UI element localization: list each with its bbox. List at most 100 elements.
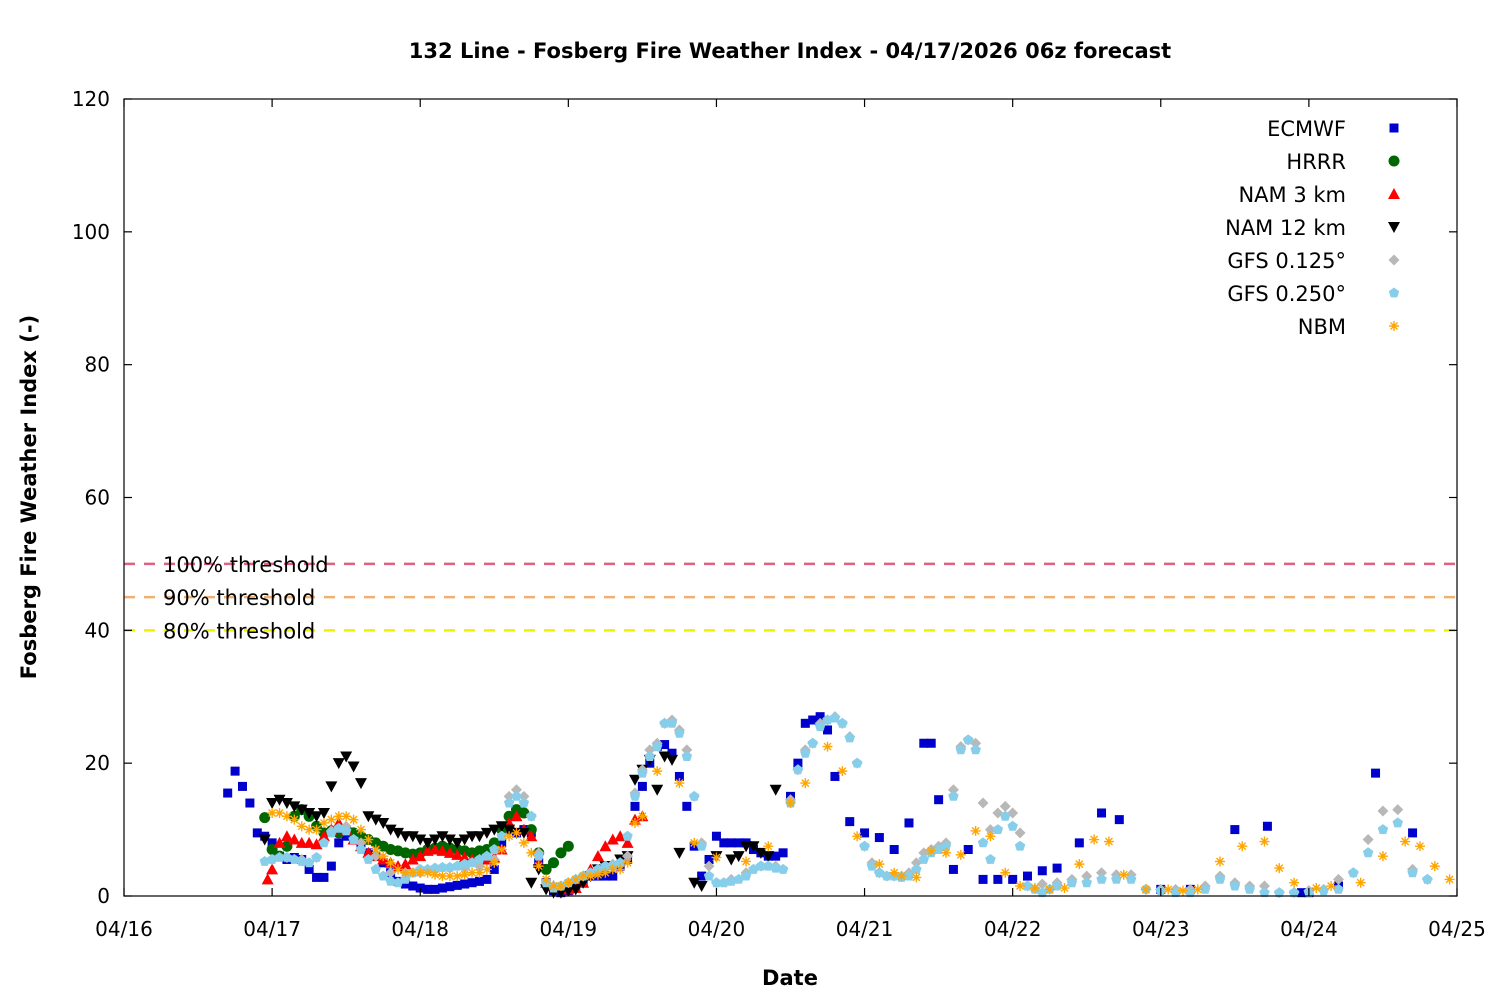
point-nam-12-km — [762, 851, 775, 863]
point-nbm — [393, 864, 404, 875]
series-gfs-0-250deg — [259, 712, 1433, 898]
point-ecmwf — [823, 725, 833, 735]
point-hrrr — [555, 847, 567, 859]
point-ecmwf — [312, 872, 322, 882]
point-gfs-0-250deg — [1288, 887, 1300, 898]
chart-title: 132 Line - Fosberg Fire Weather Index - … — [409, 39, 1171, 63]
x-tick-label: 04/24 — [1280, 917, 1338, 941]
point-nam-3-km — [280, 830, 293, 842]
point-ecmwf — [948, 864, 958, 874]
point-gfs-0-125deg — [1333, 873, 1345, 885]
point-gfs-0-250deg — [466, 857, 478, 868]
point-gfs-0-250deg — [859, 840, 870, 851]
point-gfs-0-125deg — [1096, 867, 1108, 879]
point-gfs-0-125deg — [1377, 805, 1389, 817]
point-gfs-0-250deg — [807, 737, 818, 748]
point-gfs-0-250deg — [1377, 824, 1389, 834]
point-nam-12-km — [340, 751, 353, 763]
point-nbm — [570, 874, 581, 885]
point-ecmwf — [800, 718, 810, 728]
point-nbm — [852, 831, 863, 842]
point-gfs-0-250deg — [503, 797, 515, 808]
point-nam-3-km — [414, 850, 427, 862]
point-gfs-0-250deg — [385, 875, 396, 886]
point-nam-12-km — [362, 811, 375, 823]
point-nbm — [637, 811, 648, 822]
point-nbm — [1274, 863, 1285, 874]
legend-marker-ecmwf — [1389, 123, 1399, 133]
point-gfs-0-250deg — [1014, 840, 1026, 851]
point-ecmwf — [497, 838, 507, 848]
point-gfs-0-250deg — [652, 741, 663, 751]
point-ecmwf — [230, 766, 240, 776]
point-nam-12-km — [517, 827, 530, 839]
point-ecmwf — [934, 795, 944, 805]
point-gfs-0-250deg — [837, 717, 848, 728]
point-ecmwf — [1097, 808, 1107, 818]
x-tick-label: 04/18 — [391, 917, 449, 941]
point-hrrr — [481, 844, 493, 856]
point-nam-12-km — [310, 811, 323, 823]
point-gfs-0-250deg — [629, 790, 641, 801]
point-gfs-0-250deg — [851, 757, 863, 768]
point-nbm — [941, 847, 952, 858]
point-ecmwf — [726, 838, 736, 848]
point-ecmwf — [489, 864, 499, 874]
point-gfs-0-250deg — [792, 764, 804, 775]
point-ecmwf — [993, 874, 1003, 884]
point-gfs-0-250deg — [740, 870, 752, 881]
legend-label: HRRR — [1286, 150, 1346, 174]
point-gfs-0-250deg — [948, 790, 959, 801]
point-nbm — [763, 841, 774, 852]
x-tick-label: 04/25 — [1428, 917, 1486, 941]
point-ecmwf — [341, 831, 351, 841]
legend-label: NBM — [1298, 315, 1346, 339]
legend-marker-gfs-0-250deg — [1388, 287, 1400, 298]
point-gfs-0-250deg — [437, 861, 448, 872]
point-gfs-0-125deg — [644, 744, 656, 756]
point-nam-12-km — [732, 851, 745, 863]
point-nbm — [281, 811, 292, 822]
threshold-label: 80% threshold — [163, 619, 315, 643]
point-nbm — [955, 849, 966, 860]
point-gfs-0-250deg — [977, 837, 989, 848]
x-tick-label: 04/23 — [1132, 917, 1190, 941]
point-ecmwf — [963, 845, 973, 855]
point-nbm — [289, 814, 300, 825]
point-gfs-0-250deg — [770, 862, 781, 873]
point-gfs-0-250deg — [496, 830, 507, 841]
point-nam-12-km — [688, 877, 701, 889]
point-nam-12-km — [266, 798, 279, 810]
point-nbm — [533, 861, 544, 872]
point-gfs-0-250deg — [1214, 873, 1226, 884]
point-gfs-0-125deg — [1014, 827, 1026, 839]
point-gfs-0-250deg — [1422, 873, 1433, 884]
point-nbm — [837, 766, 848, 777]
point-ecmwf — [400, 879, 410, 889]
point-ecmwf — [252, 828, 262, 838]
point-gfs-0-250deg — [763, 860, 774, 871]
point-ecmwf — [608, 871, 618, 881]
y-axis-label: Fosberg Fire Weather Index (-) — [17, 315, 41, 679]
point-nbm — [970, 825, 981, 836]
point-ecmwf — [830, 771, 840, 781]
point-gfs-0-250deg — [637, 767, 648, 778]
point-nbm — [407, 867, 418, 878]
point-nbm — [481, 864, 492, 875]
point-nbm — [1377, 851, 1388, 862]
point-nbm — [822, 741, 833, 752]
point-ecmwf — [874, 833, 884, 843]
point-gfs-0-125deg — [984, 824, 996, 836]
point-nbm — [1163, 884, 1174, 895]
point-gfs-0-250deg — [392, 877, 404, 888]
point-gfs-0-250deg — [1274, 887, 1285, 898]
point-gfs-0-125deg — [703, 860, 715, 872]
point-nbm — [1089, 834, 1100, 845]
threshold-lines: 100% threshold 90% threshold 80% threshold — [124, 553, 1457, 643]
point-nam-12-km — [429, 834, 442, 846]
point-nam-12-km — [747, 841, 760, 853]
point-gfs-0-250deg — [711, 877, 722, 888]
point-nam-3-km — [429, 843, 442, 855]
point-nbm — [274, 807, 285, 818]
point-ecmwf — [245, 798, 255, 808]
